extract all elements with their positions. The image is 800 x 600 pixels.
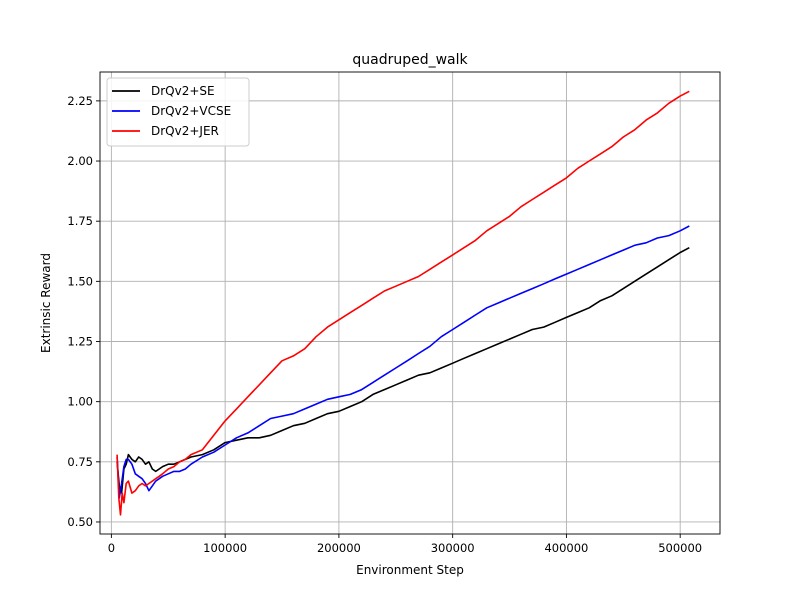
x-tick-label: 400000 [544,541,588,555]
y-tick-label: 1.75 [67,214,93,228]
chart-title: quadruped_walk [352,52,468,68]
y-tick-label: 0.50 [67,515,93,529]
y-tick-label: 0.75 [67,455,93,469]
series-line-drqv2-vcse [116,225,690,499]
legend-entry-drqv2-jer: DrQv2+JER [112,124,219,138]
y-tick-label: 1.00 [67,395,93,409]
y-tick-label: 1.50 [67,274,93,288]
y-tick-label: 1.25 [67,335,93,349]
x-tick-label: 0 [108,541,115,555]
legend-entry-drqv2-se: DrQv2+SE [112,84,215,98]
x-tick-label: 100000 [203,541,247,555]
y-tick-label: 2.25 [67,94,93,108]
legend-label: DrQv2+SE [151,84,215,98]
legend-entry-drqv2-vcse: DrQv2+VCSE [112,104,231,118]
series-line-drqv2-se [116,246,690,494]
x-axis-label: Environment Step [356,563,464,577]
series-lines [116,90,690,516]
y-axis-label: Extrinsic Reward [39,253,53,353]
grid [100,72,720,534]
x-tick-label: 500000 [658,541,702,555]
x-tick-label: 200000 [317,541,361,555]
y-tick-label: 2.00 [67,154,93,168]
axis-ticks: 0 100000 200000 300000 400000 500000 0.50 0.75 1… [67,94,702,555]
series-line-drqv2-jer [116,90,690,516]
legend: DrQv2+SE DrQv2+VCSE DrQv2+JER [106,77,250,147]
legend-label: DrQv2+JER [151,124,219,138]
legend-box [106,77,250,147]
plot-frame [99,71,721,535]
legend-label: DrQv2+VCSE [151,104,231,118]
x-tick-label: 300000 [431,541,475,555]
